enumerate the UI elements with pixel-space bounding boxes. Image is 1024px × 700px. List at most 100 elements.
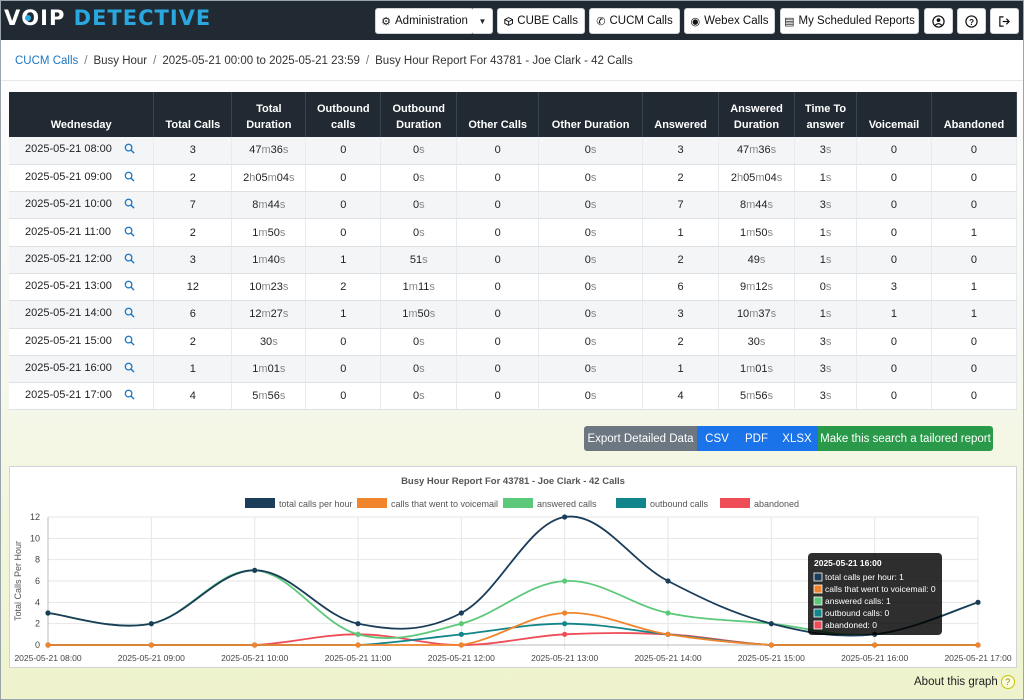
chart-title: Busy Hour Report For 43781 - Joe Clark -… [401,476,625,487]
voip-detective-logo[interactable]: VOIP DETECTIVE [4,6,212,30]
busy-hour-chart-panel: Busy Hour Report For 43781 - Joe Clark -… [9,466,1017,668]
table-row: 2025-05-21 11:00 2 1m50s 0 0s 0 0s 1 1m50s 1s 0 1 [9,218,1018,247]
data-point [148,621,154,627]
breadcrumb-item-busy-hour: Busy Hour [93,54,148,67]
table-cell: 0s [538,382,644,411]
search-icon[interactable] [124,198,135,212]
table-cell: 0 [456,191,540,220]
logout-button[interactable] [990,8,1019,34]
cucm-calls-button[interactable]: ✆ CUCM Calls [589,8,680,34]
x-tick-label: 2025-05-21 11:00 [325,653,392,663]
search-icon[interactable] [124,143,135,157]
data-point [45,642,51,648]
x-tick-label: 2025-05-21 16:00 [841,653,908,663]
column-header[interactable]: Answered Duration [718,92,796,137]
export-detailed-data-button[interactable]: Export Detailed Data [584,426,697,451]
table-cell: 10m37s [718,300,796,329]
data-point [355,631,361,637]
table-cell: 3s [794,355,857,384]
column-header[interactable]: Outbound calls [305,92,382,137]
column-header[interactable]: Total Duration [231,92,307,137]
table-cell: 0s [538,273,644,302]
column-header[interactable]: Total Calls [153,92,233,137]
table-row: 2025-05-21 17:00 4 5m56s 0 0s 0 0s 4 5m56s 3s 0 0 [9,382,1018,411]
column-header[interactable]: Voicemail [856,92,932,137]
scheduled-reports-button[interactable]: ▤ My Scheduled Reports [780,8,919,34]
series-line [48,612,978,646]
y-axis-title: Total Calls Per Hour [13,541,23,621]
help-button[interactable]: ? [957,8,986,34]
search-icon[interactable] [124,280,135,294]
administration-button[interactable]: ⚙ Administration [375,8,474,34]
search-icon[interactable] [124,253,135,267]
xlsx-button[interactable]: XLSX [776,426,818,451]
column-header[interactable]: Outbound Duration [380,92,458,137]
table-cell: 49s [718,246,796,274]
table-cell: 0s [380,137,458,165]
csv-button[interactable]: CSV [697,426,737,451]
breadcrumb-separator: / [84,54,88,67]
tooltip-line: abandoned: 0 [825,620,877,630]
data-point [458,642,464,648]
table-cell: 2 [642,246,720,274]
pdf-button[interactable]: PDF [737,426,776,451]
table-cell: 0 [856,355,932,384]
breadcrumb: CUCM Calls / Busy Hour / 2025-05-21 00:0… [0,41,1024,81]
column-header[interactable]: Answered [642,92,720,137]
column-header[interactable]: Abandoned [931,92,1018,137]
breadcrumb-link-cucm-calls[interactable]: CUCM Calls [15,54,79,67]
search-icon[interactable] [124,307,135,321]
legend-swatch [357,498,387,508]
table-cell: 0s [538,246,644,274]
tailored-report-button[interactable]: Make this search a tailored report [818,426,993,451]
column-header[interactable]: Other Duration [538,92,644,137]
data-point [45,610,51,616]
webex-calls-button[interactable]: ◉ Webex Calls [684,8,775,34]
x-tick-label: 2025-05-21 09:00 [118,653,185,663]
hour-cell: 2025-05-21 11:00 [9,218,155,247]
table-cell: 0s [380,191,458,220]
hour-cell: 2025-05-21 15:00 [9,328,155,356]
tooltip-swatch [813,608,823,618]
table-cell: 0s [538,137,644,165]
data-point [148,642,154,648]
table-cell: 8m44s [231,191,307,220]
x-tick-label: 2025-05-21 08:00 [14,653,81,663]
administration-dropdown-toggle[interactable]: ▼ [473,8,493,34]
table-cell: 1 [153,355,233,384]
search-icon[interactable] [124,362,135,376]
search-icon[interactable] [124,335,135,349]
phone-icon: ✆ [596,15,606,28]
tooltip-line: calls that went to voicemail: 0 [825,584,936,594]
cube-calls-button[interactable]: CUBE Calls [497,8,585,34]
data-point [562,631,568,637]
data-point [975,642,981,648]
column-header[interactable]: Time To answer [794,92,857,137]
table-cell: 0 [456,328,540,356]
table-row: 2025-05-21 09:00 2 2h05m04s 0 0s 0 0s 2 2h05m04s… [9,164,1018,193]
tooltip-line: total calls per hour: 1 [825,572,904,582]
search-icon[interactable] [124,226,135,240]
hour-label: 2025-05-21 09:00 [25,170,112,183]
hour-label: 2025-05-21 10:00 [25,198,112,211]
table-cell: 3 [642,137,720,165]
table-cell: 6 [642,273,720,302]
table-cell: 0 [856,191,932,220]
table-row: 2025-05-21 14:00 6 12m27s 1 1m50s 0 0s 3 10m37s 1… [9,300,1018,329]
y-tick-label: 2 [35,619,40,629]
user-profile-button[interactable] [924,8,953,34]
search-icon[interactable] [124,389,135,403]
busy-hour-line-chart[interactable]: Busy Hour Report For 43781 - Joe Clark -… [10,467,1016,667]
about-this-graph-link[interactable]: About this graph? [914,675,1015,689]
hour-label: 2025-05-21 13:00 [25,280,112,293]
hour-cell: 2025-05-21 09:00 [9,164,155,193]
column-header[interactable]: Other Calls [456,92,540,137]
x-tick-label: 2025-05-21 10:00 [221,653,288,663]
table-cell: 1m01s [231,355,307,384]
table-cell: 30s [718,328,796,356]
column-header[interactable]: Wednesday [9,92,155,137]
search-icon[interactable] [124,171,135,185]
question-circle-icon: ? [965,14,978,28]
table-cell: 0 [931,137,1018,165]
data-point [562,578,568,584]
